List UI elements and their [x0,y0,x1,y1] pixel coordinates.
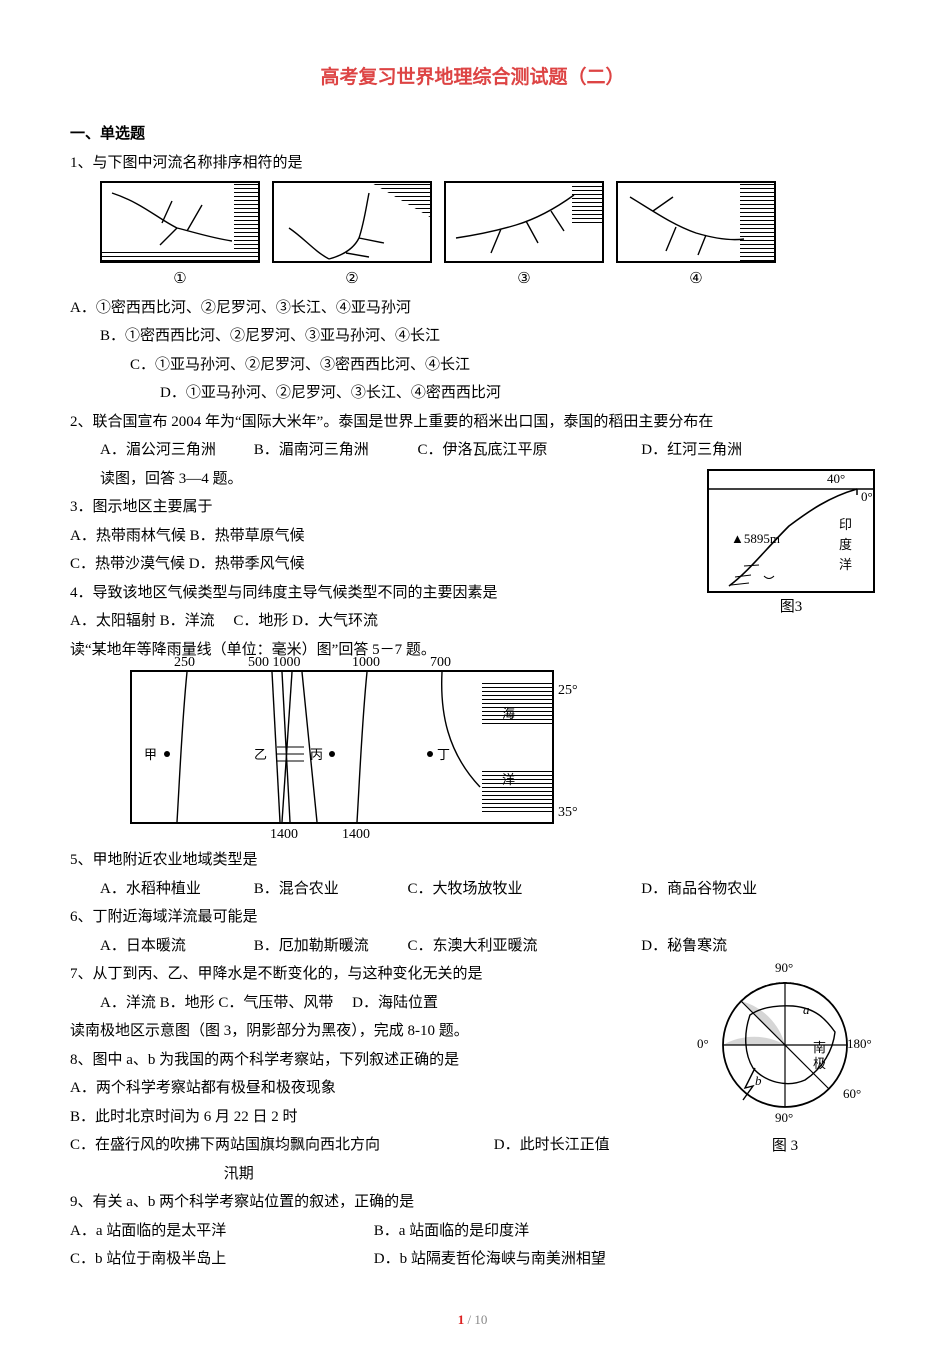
q9-optA: A．a 站面临的是太平洋 [70,1217,370,1246]
q1-map-1: ① [100,181,260,294]
q3-optD: D．热带季风气候 [189,556,305,572]
q4-optD: D．大气环流 [292,613,378,629]
south-pole-figure: 90° 0° 180° 60° 90° a b 南 极 图 3 [695,960,875,1160]
q1-map-4: ④ [616,181,776,294]
q9-text: 9、有关 a、b 两个科学考察站位置的叙述，正确的是 [70,1188,875,1217]
svg-text:60°: 60° [843,1086,861,1101]
q2-text: 2、联合国宣布 2004 年为“国际大米年”。泰国是世界上重要的稻米出口国，泰国… [70,408,875,437]
q9-optC: C．b 站位于南极半岛上 [70,1245,370,1274]
precip-top-4: 700 [430,650,451,677]
q1-map-1-num: ① [100,263,260,294]
q5-optC: C．大牧场放牧业 [408,875,638,904]
page-title: 高考复习世界地理综合测试题（二） [70,60,875,96]
q8-optD: D．此时长江正值 [494,1131,624,1160]
q5-options: A．水稻种植业 B．混合农业 C．大牧场放牧业 D．商品谷物农业 [70,875,875,904]
precip-top-1: 250 [174,650,195,677]
q1-map-2-num: ② [272,263,432,294]
q6-text: 6、丁附近海域洋流最可能是 [70,903,875,932]
page-number: 1 / 10 [70,1308,875,1333]
q1-optD: D．①亚马孙河、②尼罗河、③长江、④密西西比河 [70,379,875,408]
q6-options: A．日本暖流 B．厄加勒斯暖流 C．东澳大利亚暖流 D．秘鲁寒流 [70,932,875,961]
fig3-lon-tick: 0° [861,489,873,504]
q6-optC: C．东澳大利亚暖流 [408,932,638,961]
fig3-sea3: 洋 [839,557,852,572]
q6-optD: D．秘鲁寒流 [641,932,727,961]
precip-top-2: 500 1000 [248,650,301,677]
svg-text:b: b [755,1073,762,1088]
precip-right-2: 35° [558,800,578,827]
q2-optA: A．湄公河三角洲 [100,436,250,465]
fig3-sea2: 度 [839,537,852,552]
q4-optC: C．地形 [233,613,288,629]
svg-text:a: a [803,1002,810,1017]
q5-optD: D．商品谷物农业 [641,875,757,904]
q6-optA: A．日本暖流 [100,932,250,961]
page-total: 10 [474,1312,487,1327]
q1-optC: C．①亚马孙河、②尼罗河、③密西西比河、④长江 [70,351,875,380]
q3-optB: B．热带草原气候 [190,528,305,544]
precip-bot-2: 1400 [342,822,370,849]
svg-text:180°: 180° [847,1036,872,1051]
q1-map-3: ③ [444,181,604,294]
q9-row2: C．b 站位于南极半岛上 D．b 站隔麦哲伦海峡与南美洲相望 [70,1245,875,1274]
q9-optD: D．b 站隔麦哲伦海峡与南美洲相望 [374,1245,606,1274]
q7-optA: A．洋流 [100,995,156,1011]
svg-text:乙: 乙 [254,747,267,762]
q1-optB: B．①密西西比河、②尼罗河、③亚马孙河、④长江 [70,322,875,351]
q1-figure-row: ① ② ③ ④ [70,177,875,294]
fig3-east-africa: 40° 0° ▲5895m 印 度 洋 图3 [707,469,875,622]
q9-optB: B．a 站面临的是印度洋 [374,1217,529,1246]
svg-text:南: 南 [813,1040,826,1055]
fig3-sea1: 印 [839,517,852,532]
svg-text:90°: 90° [775,960,793,975]
q2-optC: C．伊洛瓦底江平原 [418,436,638,465]
q1-map-2: ② [272,181,432,294]
fig3-peak: ▲5895m [731,531,780,546]
precip-bot-1: 1400 [270,822,298,849]
section-1-heading: 一、单选题 [70,120,875,149]
page-current: 1 [458,1312,465,1327]
svg-text:甲: 甲 [144,747,157,762]
q7-optB: B．地形 [160,995,215,1011]
svg-text:极: 极 [813,1056,826,1071]
q1-map-4-num: ④ [616,263,776,294]
precip-figure: 甲 乙 丙 丁 海 洋 250 500 1000 1000 700 25° 35… [70,664,875,828]
q5-optB: B．混合农业 [254,875,404,904]
q2-options: A．湄公河三角洲 B．湄南河三角洲 C．伊洛瓦底江平原 D．红河三角洲 [70,436,875,465]
q4-optA: A．太阳辐射 [70,613,156,629]
q1-map-3-num: ③ [444,263,604,294]
svg-text:丁: 丁 [437,747,450,762]
precip-right-1: 25° [558,678,578,705]
q3-optC: C．热带沙漠气候 [70,556,185,572]
svg-text:90°: 90° [775,1110,793,1125]
pole-caption: 图 3 [695,1132,875,1161]
q3-optA: A．热带雨林气候 [70,528,186,544]
fig3-lat-label: 40° [827,471,845,486]
svg-text:0°: 0° [697,1036,709,1051]
q8-optD-tail: 汛期 [224,1160,254,1189]
q5-text: 5、甲地附近农业地域类型是 [70,846,875,875]
q8-optC: C．在盛行风的吹拂下两站国旗均飘向西北方向 [70,1131,490,1160]
precip-top-3: 1000 [352,650,380,677]
q1-text: 1、与下图中河流名称排序相符的是 [70,149,875,178]
q6-optB: B．厄加勒斯暖流 [254,932,404,961]
q2-optD: D．红河三角洲 [641,436,742,465]
q5-optA: A．水稻种植业 [100,875,250,904]
q7-optC: C．气压带、风带 [218,995,333,1011]
q9-row1: A．a 站面临的是太平洋 B．a 站面临的是印度洋 [70,1217,875,1246]
q4-optB: B．洋流 [160,613,215,629]
q7-optD: D．海陆位置 [352,995,438,1011]
svg-text:丙: 丙 [310,747,323,762]
fig3-caption: 图3 [707,593,875,622]
q1-optA: A．①密西西比河、②尼罗河、③长江、④亚马孙河 [70,294,875,323]
q2-optB: B．湄南河三角洲 [254,436,414,465]
